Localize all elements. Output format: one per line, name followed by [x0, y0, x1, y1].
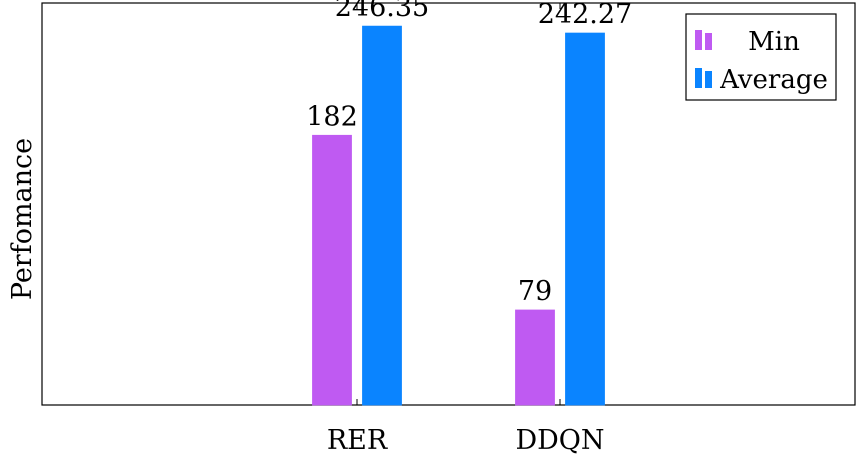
x-axis-ticks [356, 3, 561, 405]
bars [312, 25, 605, 406]
legend-swatch-min-a [695, 30, 702, 50]
legend: Min Average [685, 13, 837, 101]
x-tick-labels: RER DDQN [327, 425, 605, 455]
plot-area-border [41, 2, 856, 406]
value-labels: 182 79 246.35 242.27 [306, 0, 632, 307]
plot-frame [41, 2, 856, 406]
value-label-average-rer: 246.35 [335, 0, 429, 23]
legend-label-min: Min [748, 27, 800, 57]
y-axis-title: Perfomance [7, 138, 38, 300]
legend-swatch-average-b [705, 71, 712, 88]
value-label-min-rer: 182 [306, 101, 358, 132]
legend-swatch-average-a [695, 68, 702, 88]
x-tick-label-rer: RER [327, 425, 388, 455]
legend-label-average: Average [719, 65, 828, 95]
value-label-min-ddqn: 79 [518, 276, 552, 307]
bar-average-ddqn [565, 32, 605, 406]
x-tick-label-ddqn: DDQN [515, 425, 604, 455]
bar-min-rer [312, 134, 352, 406]
value-label-average-ddqn: 242.27 [538, 0, 632, 30]
legend-swatch-min-b [705, 33, 712, 50]
bar-average-rer [362, 25, 402, 406]
bar-min-ddqn [515, 309, 555, 406]
